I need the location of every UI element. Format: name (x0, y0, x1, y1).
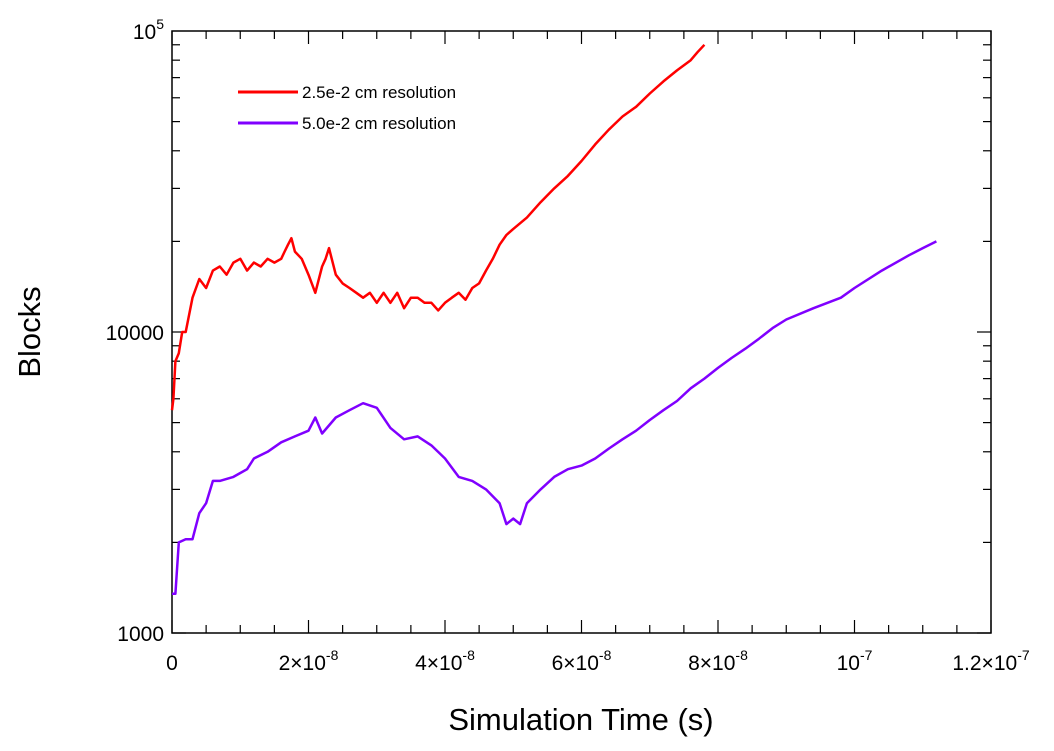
y-tick-label: 1000 (117, 623, 164, 646)
y-tick-labels: 1000 10000 105 (106, 16, 165, 646)
series-line-2 (172, 240, 937, 596)
legend-label: 2.5e-2 cm resolution (302, 83, 456, 102)
axis-ticks (171, 31, 992, 634)
y-tick-label: 10000 (106, 322, 164, 345)
x-tick-label: 6×10-8 (552, 647, 612, 675)
legend-label: 5.0e-2 cm resolution (302, 114, 456, 133)
y-tick-label: 105 (133, 16, 164, 44)
series-line-1 (170, 43, 706, 411)
x-tick-label: 10-7 (837, 647, 873, 675)
x-tick-label: 8×10-8 (688, 647, 748, 675)
x-tick-label: 1.2×10-7 (952, 647, 1029, 675)
x-tick-label: 0 (166, 652, 178, 675)
y-axis-title: Blocks (12, 286, 47, 377)
x-tick-label: 4×10-8 (415, 647, 475, 675)
x-tick-labels: 0 2×10-8 4×10-8 6×10-8 8×10-8 10-7 1.2×10-7 (166, 647, 1030, 675)
series-lines (170, 43, 937, 596)
plot-area (171, 30, 992, 634)
x-tick-label: 2×10-8 (279, 647, 339, 675)
legend: 2.5e-2 cm resolution 5.0e-2 cm resolution (238, 83, 456, 133)
x-axis-title: Simulation Time (s) (448, 702, 713, 737)
